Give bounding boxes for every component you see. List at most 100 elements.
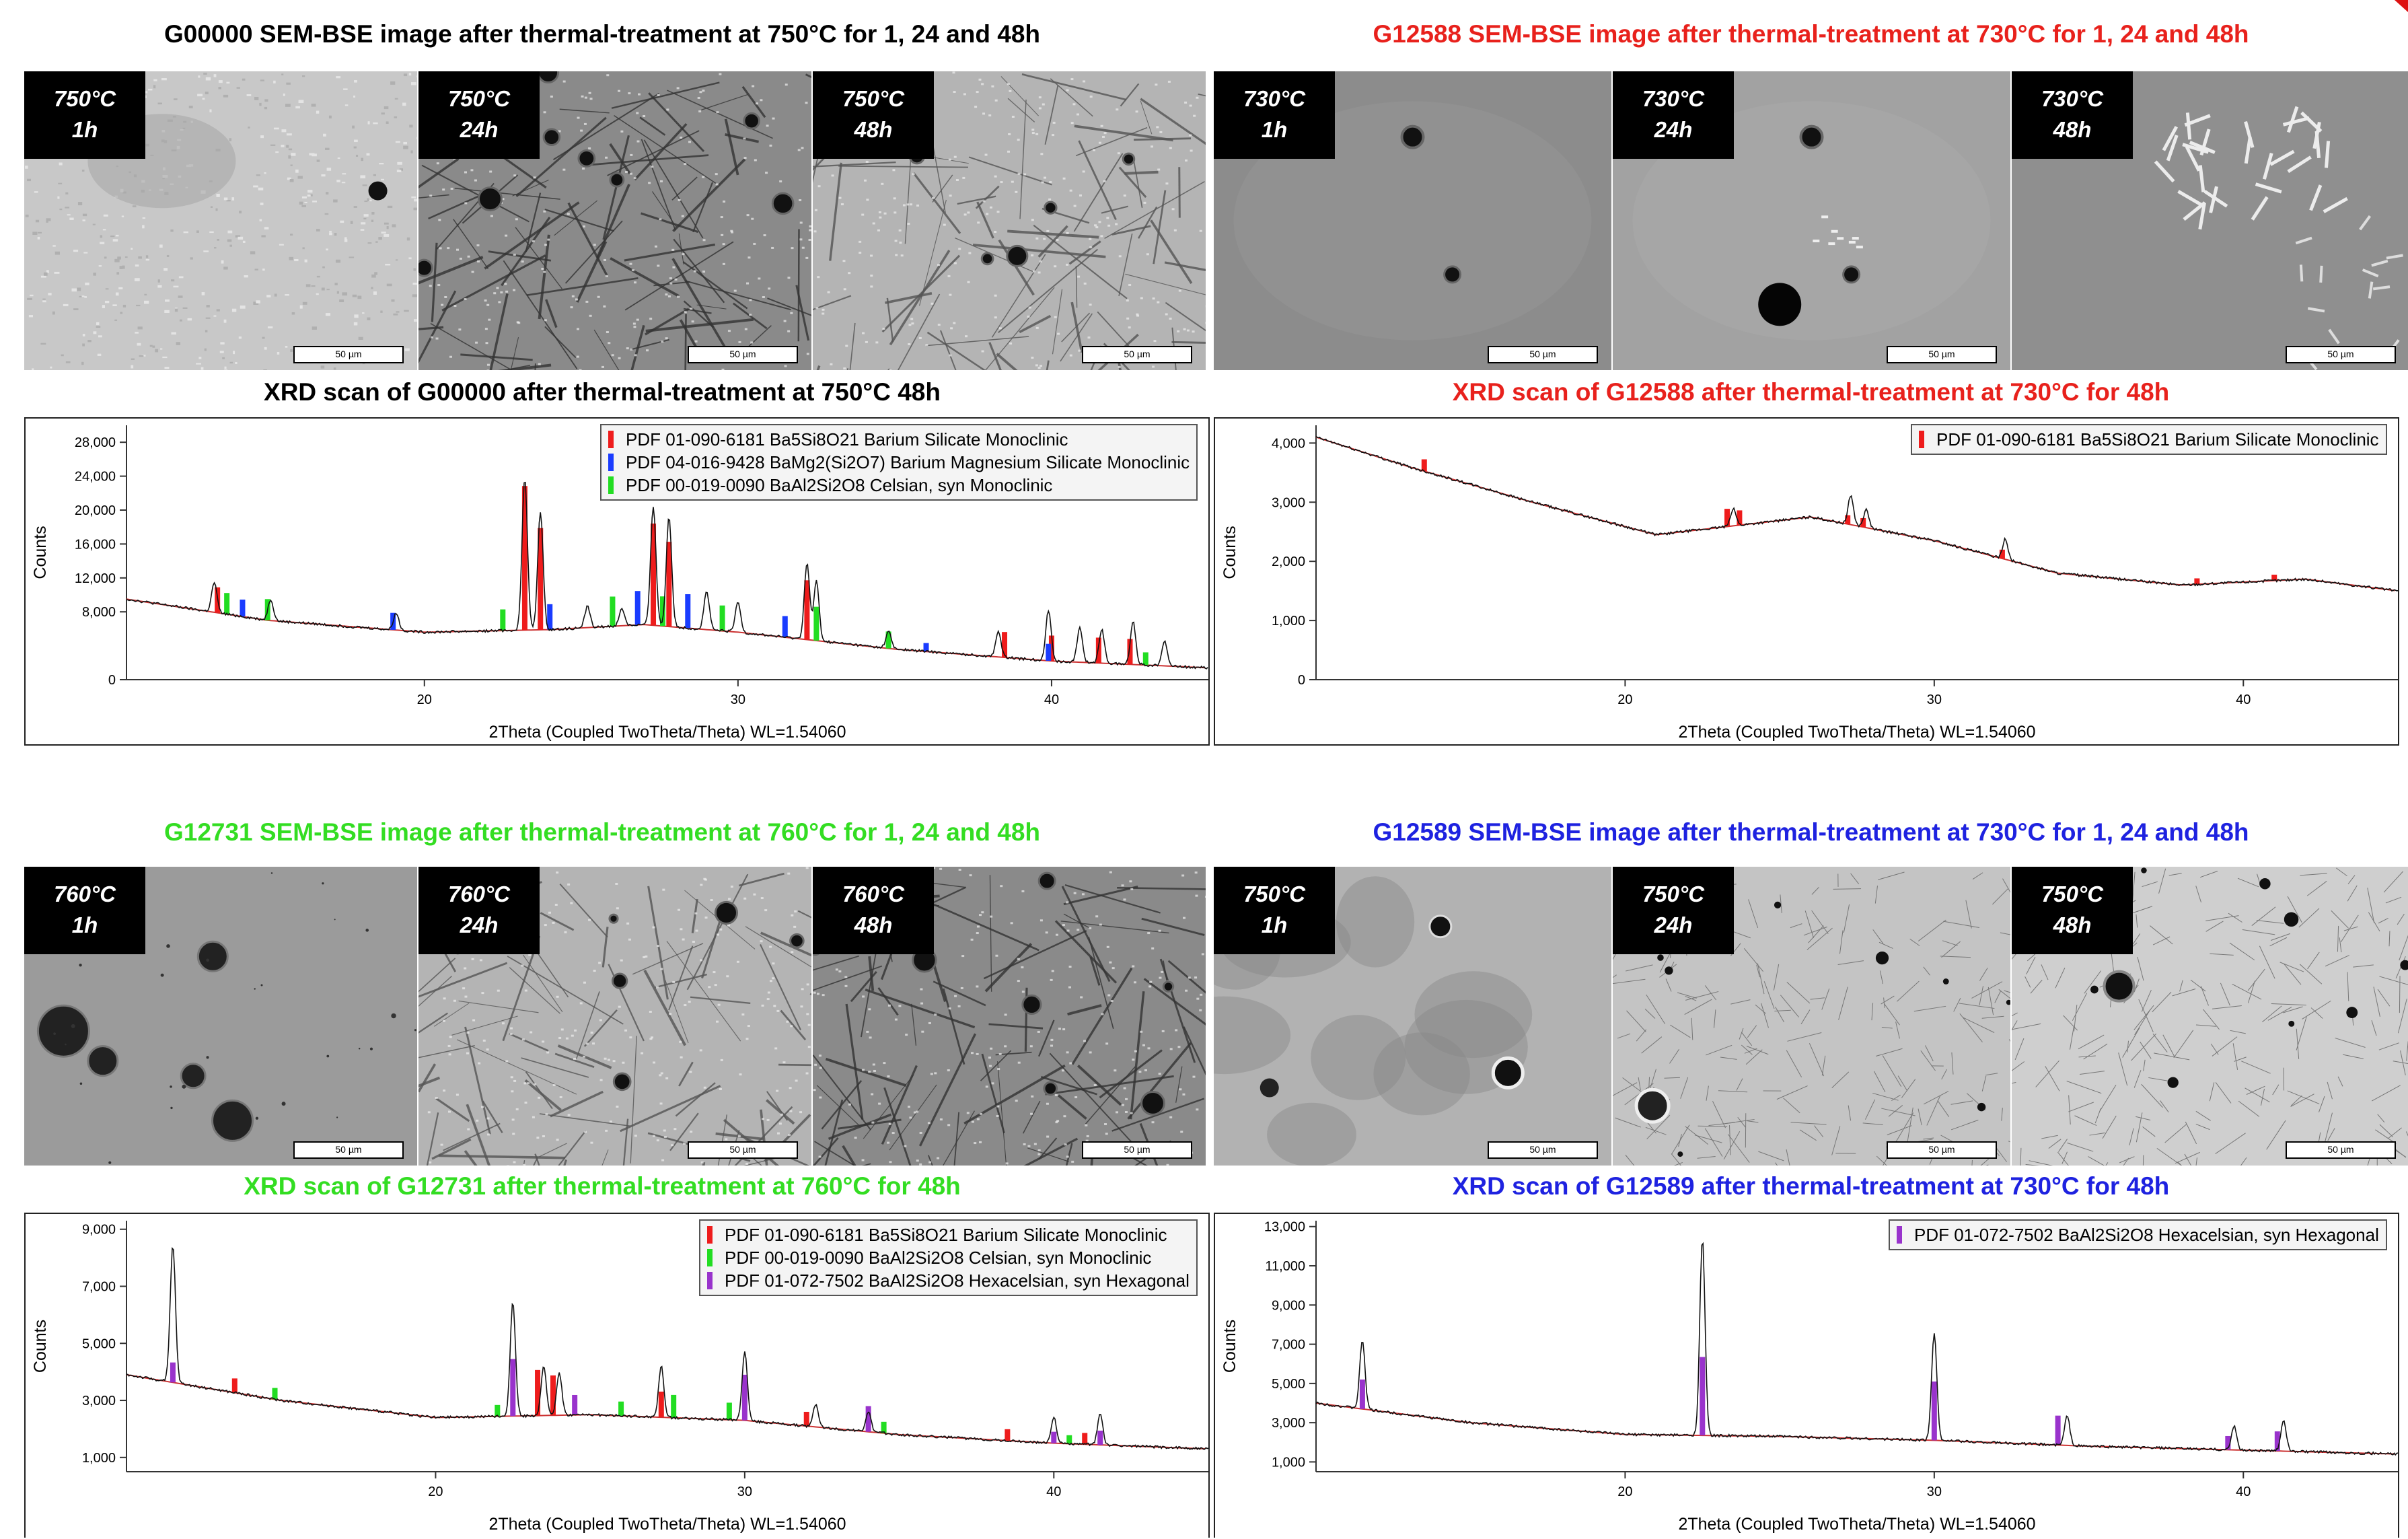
y-tick-label: 2,000 [1272, 554, 1305, 569]
sem-time: 1h [24, 114, 145, 145]
sem-temp: 760°C [813, 879, 934, 910]
legend-label: PDF 01-072-7502 BaAl2Si2O8 Hexacelsian, … [1914, 1225, 2379, 1246]
scale-bar: 50 µm [1887, 1141, 1997, 1159]
y-tick-label: 13,000 [1264, 1220, 1305, 1235]
legend-swatch [608, 476, 614, 494]
chart-legend: PDF 01-090-6181 Ba5Si8O21 Barium Silicat… [1911, 424, 2387, 455]
scale-bar: 50 µm [1488, 346, 1598, 363]
reference-stick [547, 604, 552, 630]
reference-stick [1700, 1357, 1705, 1436]
legend-label: PDF 01-072-7502 BaAl2Si2O8 Hexacelsian, … [725, 1270, 1190, 1291]
x-tick-label: 20 [1617, 692, 1632, 707]
y-tick-label: 3,000 [1272, 1416, 1305, 1431]
panel-g12589: G12589 SEM-BSE image after thermal-treat… [1214, 794, 2408, 1538]
reference-stick [685, 594, 690, 628]
y-tick-label: 28,000 [75, 435, 116, 450]
sem-temp: 730°C [2012, 83, 2133, 114]
y-axis-label: Counts [1220, 1320, 1239, 1373]
reference-stick [618, 1402, 624, 1416]
sem-title: G12731 SEM-BSE image after thermal-treat… [0, 818, 1204, 847]
y-tick-label: 9,000 [82, 1223, 116, 1238]
y-tick-label: 9,000 [1272, 1298, 1305, 1313]
y-axis-label: Counts [31, 526, 50, 579]
reference-stick [742, 1375, 747, 1421]
sem-time: 48h [813, 910, 934, 941]
scale-bar: 50 µm [1082, 346, 1192, 363]
y-tick-label: 1,000 [1272, 614, 1305, 629]
y-tick-label: 3,000 [82, 1394, 116, 1408]
x-tick-label: 30 [737, 1484, 752, 1499]
sem-time: 24h [1613, 114, 1734, 145]
x-axis-label: 2Theta (Coupled TwoTheta/Theta) WL=1.540… [488, 1515, 846, 1534]
scale-bar: 50 µm [688, 346, 798, 363]
reference-stick [572, 1395, 577, 1415]
x-axis-label: 2Theta (Coupled TwoTheta/Theta) WL=1.540… [488, 723, 846, 742]
x-tick-label: 20 [428, 1484, 443, 1499]
legend-label: PDF 04-016-9428 BaMg2(Si2O7) Barium Magn… [626, 452, 1190, 473]
scale-bar: 50 µm [1488, 1141, 1598, 1159]
reference-stick [1096, 638, 1101, 664]
reference-stick [495, 1405, 500, 1417]
reference-stick [727, 1402, 732, 1419]
legend-swatch [707, 1226, 713, 1244]
legend-label: PDF 00-019-0090 BaAl2Si2O8 Celsian, syn … [626, 475, 1052, 496]
x-tick-label: 40 [1046, 1484, 1061, 1499]
chart-legend: PDF 01-072-7502 BaAl2Si2O8 Hexacelsian, … [1889, 1219, 2387, 1250]
y-tick-label: 0 [1298, 673, 1305, 688]
panel-g00000: G00000 SEM-BSE image after thermal-treat… [0, 0, 1204, 767]
sem-temp: 750°C [2012, 879, 2133, 910]
legend-entry: PDF 01-072-7502 BaAl2Si2O8 Hexacelsian, … [1897, 1223, 2379, 1246]
reference-stick [804, 580, 809, 639]
sem-time: 1h [1214, 910, 1335, 941]
reference-stick [1046, 644, 1051, 661]
chart-legend: PDF 01-090-6181 Ba5Si8O21 Barium Silicat… [600, 424, 1198, 501]
background-line [1316, 437, 2395, 591]
reference-stick [240, 600, 245, 616]
reference-stick [550, 1375, 556, 1415]
xrd-title: XRD scan of G12731 after thermal-treatme… [0, 1172, 1204, 1201]
reference-stick [535, 1370, 540, 1416]
background-line [126, 1375, 1205, 1449]
legend-swatch [707, 1272, 713, 1289]
sem-time: 48h [2012, 114, 2133, 145]
sem-temp: 750°C [1613, 879, 1734, 910]
x-tick-label: 30 [1927, 692, 1942, 707]
y-tick-label: 1,000 [1272, 1455, 1305, 1470]
y-tick-label: 7,000 [1272, 1338, 1305, 1353]
x-tick-label: 30 [731, 692, 745, 707]
legend-label: PDF 01-090-6181 Ba5Si8O21 Barium Silicat… [725, 1225, 1167, 1246]
y-tick-label: 8,000 [82, 605, 116, 620]
sem-title: G12588 SEM-BSE image after thermal-treat… [1214, 20, 2408, 48]
background-line [126, 599, 1205, 668]
sem-temp: 760°C [418, 879, 540, 910]
x-tick-label: 40 [2236, 692, 2251, 707]
y-tick-label: 16,000 [75, 537, 116, 552]
scale-bar: 50 µm [293, 1141, 404, 1159]
y-tick-label: 3,000 [1272, 495, 1305, 510]
reference-stick [1143, 652, 1148, 665]
sem-time: 48h [2012, 910, 2133, 941]
reference-stick [720, 606, 725, 631]
reference-stick [2055, 1416, 2061, 1445]
legend-swatch [1897, 1226, 1902, 1244]
